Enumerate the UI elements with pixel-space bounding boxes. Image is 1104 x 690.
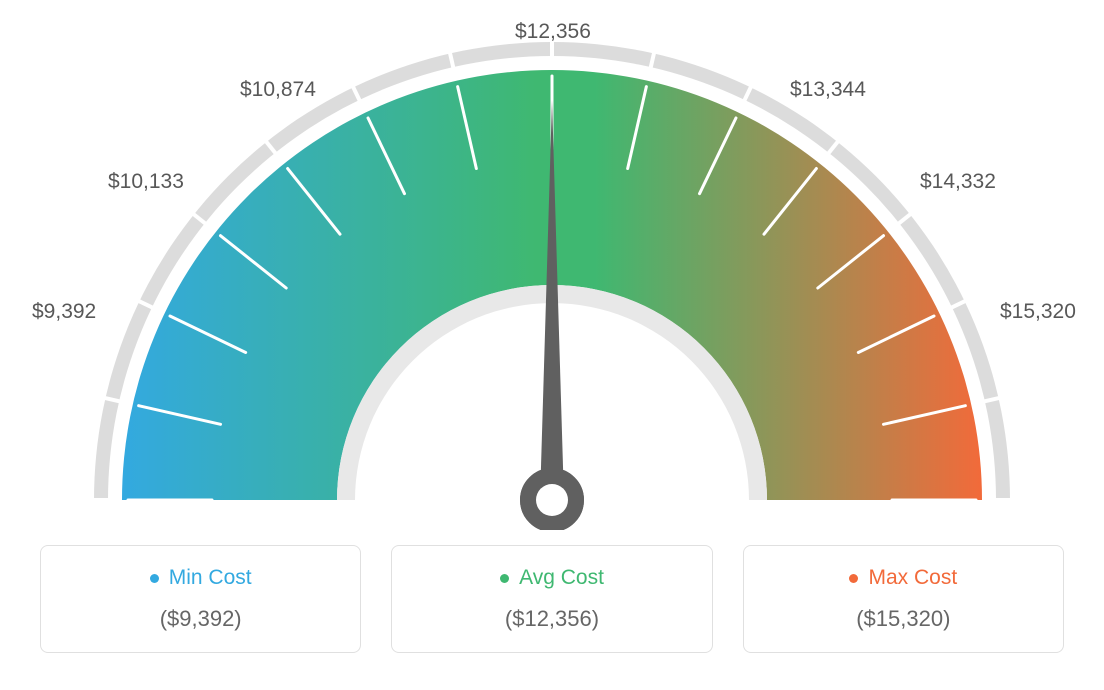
scale-label: $13,344 [790, 78, 866, 102]
legend-value-max: ($15,320) [754, 606, 1053, 632]
legend-title-max-text: Max Cost [868, 566, 957, 590]
legend-row: Min Cost ($9,392) Avg Cost ($12,356) Max… [40, 545, 1064, 653]
legend-value-avg: ($12,356) [402, 606, 701, 632]
legend-card-min: Min Cost ($9,392) [40, 545, 361, 653]
legend-card-max: Max Cost ($15,320) [743, 545, 1064, 653]
scale-label: $14,332 [920, 170, 996, 194]
legend-card-avg: Avg Cost ($12,356) [391, 545, 712, 653]
scale-label: $15,320 [1000, 300, 1076, 324]
dot-icon-max [849, 574, 858, 583]
scale-label: $9,392 [32, 300, 96, 324]
dot-icon-min [150, 574, 159, 583]
legend-title-min-text: Min Cost [169, 566, 252, 590]
legend-title-avg-text: Avg Cost [519, 566, 604, 590]
scale-label: $12,356 [515, 20, 591, 44]
legend-value-min: ($9,392) [51, 606, 350, 632]
dot-icon-avg [500, 574, 509, 583]
legend-title-max: Max Cost [849, 566, 957, 590]
scale-label: $10,874 [240, 78, 316, 102]
scale-label: $10,133 [108, 170, 184, 194]
legend-title-avg: Avg Cost [500, 566, 604, 590]
legend-title-min: Min Cost [150, 566, 252, 590]
gauge-svg [0, 10, 1104, 530]
gauge-chart [0, 0, 1104, 520]
